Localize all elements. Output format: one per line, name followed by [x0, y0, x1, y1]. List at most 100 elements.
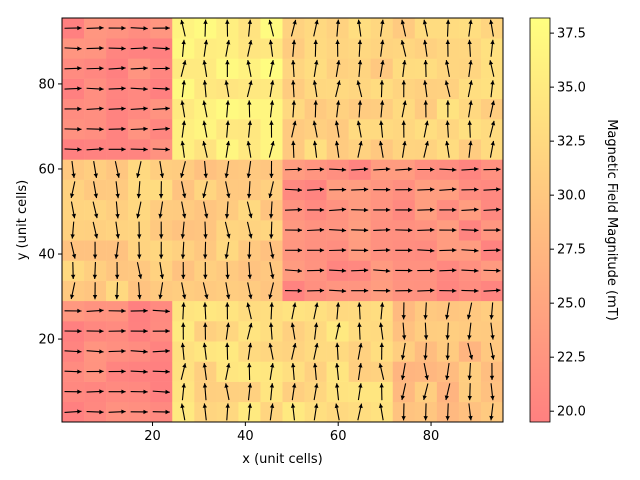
field-arrow-head: [247, 403, 253, 408]
field-arrow-head: [99, 369, 104, 374]
field-arrow-head: [401, 335, 407, 340]
field-arrow-head: [297, 288, 303, 293]
field-arrow-head: [319, 207, 325, 213]
x-axis-label: x (unit cells): [242, 452, 322, 467]
field-arrow-head: [70, 234, 75, 239]
field-arrow-head: [202, 120, 207, 126]
field-arrow-head: [335, 100, 341, 105]
field-arrow-head: [159, 173, 165, 178]
field-arrow-head: [182, 60, 187, 65]
field-arrow-head: [165, 328, 170, 334]
field-arrow-head: [489, 19, 494, 25]
field-arrow-head: [248, 213, 253, 219]
colorbar-tick-label: 25.0: [557, 297, 586, 312]
field-arrow-head: [165, 348, 170, 354]
field-arrow-head: [165, 308, 170, 314]
field-arrow-head: [225, 100, 230, 105]
field-arrow-head: [444, 395, 450, 400]
field-arrow-head: [356, 19, 362, 25]
field-arrow-head: [496, 268, 501, 273]
field-arrow-head: [99, 389, 104, 394]
field-arrow-head: [270, 274, 275, 279]
field-arrow-head: [357, 60, 363, 65]
field-arrow-head: [99, 146, 104, 152]
field-arrow-head: [297, 227, 303, 233]
field-arrow-head: [445, 335, 450, 340]
field-arrow-head: [180, 140, 185, 146]
quiver-arrows: [64, 19, 501, 421]
field-arrow-head: [385, 227, 391, 233]
field-arrow-head: [489, 315, 494, 320]
field-arrow-head: [224, 214, 230, 219]
field-arrow-head: [180, 100, 185, 106]
field-arrow-head: [77, 147, 82, 152]
field-arrow-head: [203, 254, 208, 259]
field-arrow-head: [336, 80, 341, 86]
field-arrow-head: [314, 19, 319, 25]
field-arrow-head: [319, 268, 325, 273]
field-arrow-head: [165, 147, 170, 152]
field-arrow-head: [143, 147, 148, 152]
field-arrow-head: [292, 302, 297, 308]
field-arrow-head: [137, 274, 143, 279]
field-arrow-head: [93, 193, 98, 199]
field-arrow-head: [408, 288, 413, 293]
field-arrow-head: [466, 314, 472, 320]
field-arrow-head: [77, 349, 82, 354]
field-arrow-head: [77, 66, 82, 71]
field-arrow-head: [158, 294, 163, 300]
field-arrow-head: [180, 19, 185, 25]
field-arrow-head: [226, 233, 231, 239]
field-arrow-head: [319, 288, 325, 293]
field-arrow-head: [400, 40, 405, 45]
field-arrow-head: [319, 167, 325, 172]
field-arrow-head: [430, 288, 435, 293]
field-arrow-head: [297, 248, 303, 253]
field-arrow-head: [269, 120, 274, 125]
field-arrow-head: [224, 80, 229, 85]
field-arrow-head: [444, 80, 449, 86]
field-arrow-head: [202, 403, 208, 408]
field-arrow-head: [121, 86, 126, 91]
field-arrow-head: [341, 187, 347, 192]
field-arrow-head: [159, 234, 164, 239]
y-tick-label: 20: [38, 333, 55, 348]
field-arrow-head: [490, 100, 496, 106]
field-arrow-head: [423, 315, 428, 320]
field-arrow-head: [181, 193, 187, 199]
field-arrow-head: [143, 45, 148, 51]
field-arrow-head: [430, 268, 435, 273]
field-arrow-head: [248, 39, 253, 45]
field-arrow-head: [445, 120, 450, 125]
field-arrow-head: [430, 167, 435, 172]
field-arrow-head: [99, 106, 104, 111]
field-arrow-head: [115, 193, 120, 199]
field-arrow-head: [121, 369, 126, 374]
field-arrow-head: [445, 314, 450, 320]
field-arrow-head: [468, 80, 473, 85]
field-arrow-head: [247, 274, 252, 279]
field-arrow-head: [137, 234, 142, 239]
field-arrow-head: [402, 140, 407, 146]
field-arrow-head: [341, 207, 347, 212]
y-tick-label: 60: [38, 162, 55, 177]
axes-frame: [61, 17, 504, 423]
field-arrow-head: [424, 141, 429, 146]
field-arrow-head: [93, 173, 98, 178]
field-arrow-head: [379, 120, 384, 126]
field-arrow-head: [225, 120, 230, 126]
field-arrow-head: [496, 288, 501, 293]
colorbar-tick-label: 35.0: [557, 81, 586, 96]
field-arrow-head: [363, 167, 369, 172]
field-arrow-head: [143, 106, 148, 111]
field-arrow-head: [468, 60, 473, 65]
field-arrow-head: [490, 80, 495, 85]
field-arrow-head: [225, 19, 230, 24]
field-arrow-head: [452, 288, 457, 293]
field-arrow-head: [452, 227, 457, 233]
field-arrow-head: [99, 328, 104, 334]
field-arrow-head: [292, 120, 297, 126]
field-arrow-head: [247, 383, 253, 388]
field-arrow-head: [341, 247, 347, 253]
colorbar-tick-label: 22.5: [557, 351, 586, 366]
